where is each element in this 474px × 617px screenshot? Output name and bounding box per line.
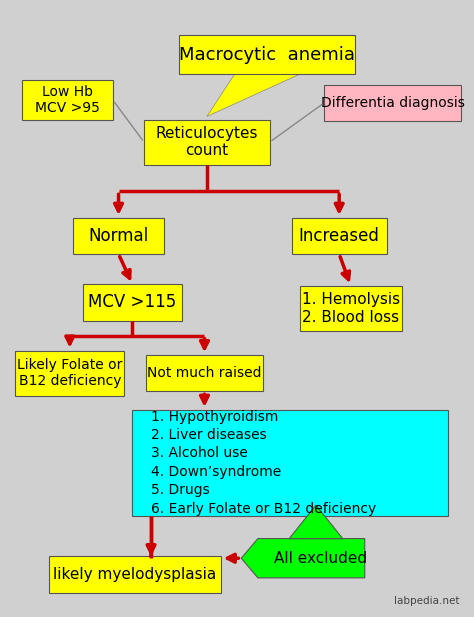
FancyBboxPatch shape: [132, 410, 448, 516]
FancyBboxPatch shape: [179, 35, 356, 74]
Text: Differentia diagnosis: Differentia diagnosis: [321, 96, 465, 110]
Polygon shape: [289, 505, 343, 539]
Text: Increased: Increased: [299, 227, 380, 245]
Text: 1. Hypothyroidism
2. Liver diseases
3. Alcohol use
4. Down’syndrome
5. Drugs
6. : 1. Hypothyroidism 2. Liver diseases 3. A…: [151, 410, 376, 516]
Text: labpedia.net: labpedia.net: [394, 596, 460, 606]
FancyBboxPatch shape: [82, 284, 182, 321]
Text: Normal: Normal: [89, 227, 149, 245]
Text: MCV >115: MCV >115: [88, 294, 177, 312]
FancyBboxPatch shape: [144, 120, 270, 165]
Text: Not much raised: Not much raised: [147, 366, 262, 380]
FancyBboxPatch shape: [292, 218, 387, 254]
Text: Likely Folate or
B12 deficiency: Likely Folate or B12 deficiency: [17, 358, 122, 388]
FancyBboxPatch shape: [300, 286, 402, 331]
Text: likely myelodysplasia: likely myelodysplasia: [53, 567, 217, 582]
Text: Reticulocytes
count: Reticulocytes count: [155, 126, 258, 159]
Polygon shape: [207, 74, 300, 117]
FancyBboxPatch shape: [22, 80, 113, 120]
FancyBboxPatch shape: [15, 350, 124, 396]
Text: Macrocytic  anemia: Macrocytic anemia: [179, 46, 355, 64]
FancyBboxPatch shape: [324, 85, 461, 121]
Text: 1. Hemolysis
2. Blood loss: 1. Hemolysis 2. Blood loss: [302, 292, 400, 325]
Text: All excluded: All excluded: [274, 551, 367, 566]
Polygon shape: [241, 539, 365, 578]
FancyBboxPatch shape: [73, 218, 164, 254]
FancyBboxPatch shape: [49, 557, 221, 593]
Text: Low Hb
MCV >95: Low Hb MCV >95: [35, 85, 100, 115]
FancyBboxPatch shape: [146, 355, 263, 391]
